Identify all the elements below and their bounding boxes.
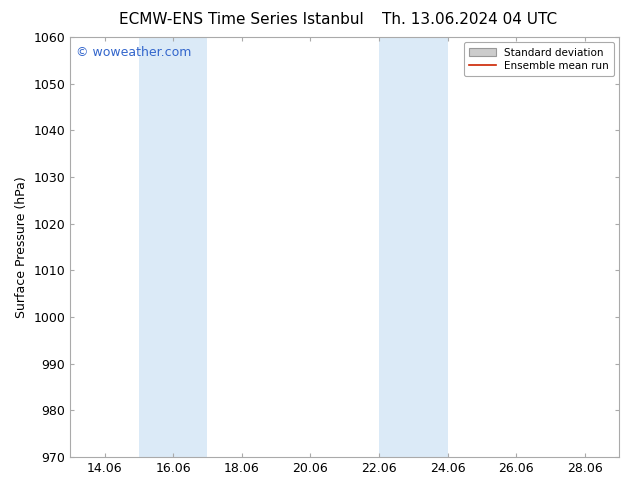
Text: © woweather.com: © woweather.com xyxy=(76,46,191,58)
Legend: Standard deviation, Ensemble mean run: Standard deviation, Ensemble mean run xyxy=(464,42,614,76)
Text: ECMW-ENS Time Series Istanbul: ECMW-ENS Time Series Istanbul xyxy=(119,12,363,27)
Bar xyxy=(139,37,207,457)
Y-axis label: Surface Pressure (hPa): Surface Pressure (hPa) xyxy=(15,176,28,318)
Text: Th. 13.06.2024 04 UTC: Th. 13.06.2024 04 UTC xyxy=(382,12,557,27)
Bar xyxy=(379,37,448,457)
